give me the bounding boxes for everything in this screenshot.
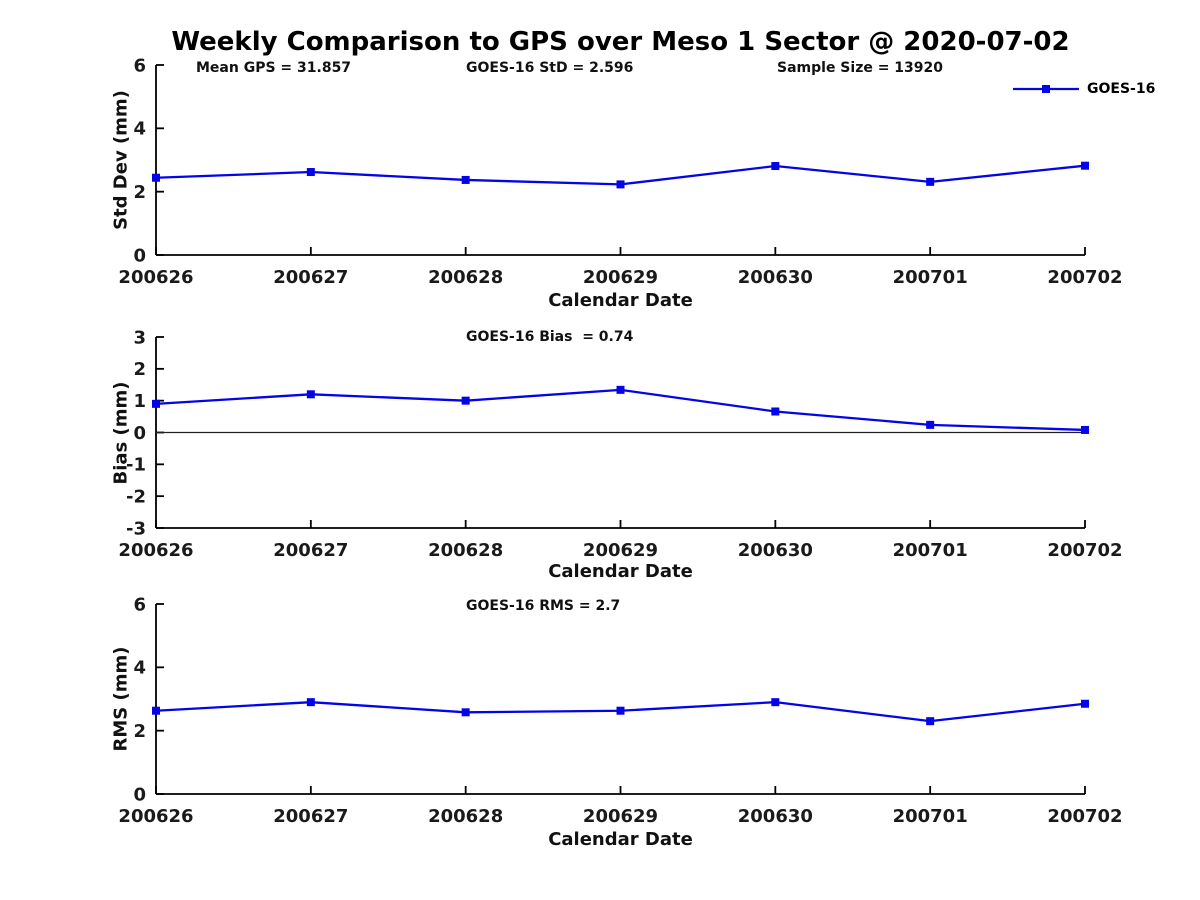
data-point-marker	[616, 180, 625, 189]
data-point-marker	[152, 173, 160, 182]
y-tick-label: 6	[133, 594, 146, 615]
x-tick-label: 200629	[583, 267, 658, 288]
x-tick-label: 200626	[118, 267, 193, 288]
y-tick-label: 3	[133, 327, 146, 348]
x-tick-label: 200701	[893, 806, 968, 827]
data-point-marker	[1081, 699, 1089, 708]
x-tick-label: 200626	[118, 540, 193, 561]
y-tick-label: -1	[126, 455, 146, 476]
x-tick-label: 200628	[428, 806, 503, 827]
annotation-goes16-std: GOES-16 StD = 2.596	[466, 60, 634, 76]
y-tick-label: 2	[133, 721, 146, 742]
legend-marker	[1042, 85, 1050, 93]
figure-title: Weekly Comparison to GPS over Meso 1 Sec…	[171, 27, 1070, 57]
y-tick-label: 0	[133, 423, 146, 444]
x-tick-label: 200627	[273, 540, 348, 561]
data-point-marker	[1081, 161, 1089, 170]
legend-line-swatch	[1013, 85, 1079, 93]
xlabel-bias: Calendar Date	[548, 561, 693, 582]
data-point-marker	[461, 175, 470, 184]
data-point-marker	[306, 168, 315, 177]
x-tick-label: 200629	[583, 806, 658, 827]
xlabel-stddev: Calendar Date	[548, 290, 693, 311]
data-point-marker	[926, 177, 935, 186]
annotation-goes16-bias: GOES-16 Bias = 0.74	[466, 329, 634, 345]
x-tick-label: 200702	[1047, 267, 1122, 288]
x-tick-label: 200701	[893, 540, 968, 561]
stddev-plot: 0 2 4 6 200626 200627 200628 200629 200630 200701…	[118, 55, 1122, 288]
y-tick-label: 6	[133, 55, 146, 76]
x-tick-label: 200626	[118, 806, 193, 827]
data-point-marker	[771, 407, 780, 416]
data-point-marker	[306, 698, 315, 707]
y-tick-label: 0	[133, 245, 146, 266]
legend-label: GOES-16	[1087, 81, 1156, 97]
data-point-marker	[616, 385, 625, 394]
annotation-goes16-rms: GOES-16 RMS = 2.7	[466, 598, 621, 614]
series-line	[155, 388, 1086, 432]
y-tick-label: 4	[133, 658, 146, 679]
y-tick-label: 4	[133, 119, 146, 140]
data-point-marker	[771, 698, 780, 707]
x-tick-label: 200629	[583, 540, 658, 561]
data-point-marker	[926, 420, 935, 429]
annotation-sample-size: Sample Size = 13920	[777, 60, 944, 76]
data-point-marker	[152, 399, 160, 408]
x-tick-label: 200627	[273, 267, 348, 288]
data-point-marker	[306, 390, 315, 399]
data-point-marker	[461, 708, 470, 717]
annotation-mean-gps: Mean GPS = 31.857	[196, 60, 352, 76]
xlabel-rms: Calendar Date	[548, 829, 693, 850]
x-tick-label: 200630	[738, 267, 813, 288]
rms-plot: 0 2 4 6 200626 200627 200628 200629 200630 200701…	[118, 594, 1122, 827]
x-tick-label: 200702	[1047, 806, 1122, 827]
data-point-marker	[926, 717, 935, 726]
y-tick-label: -2	[126, 486, 146, 507]
data-point-marker	[771, 162, 780, 171]
x-tick-label: 200630	[738, 540, 813, 561]
x-tick-label: 200702	[1047, 540, 1122, 561]
x-tick-label: 200628	[428, 540, 503, 561]
x-tick-label: 200628	[428, 267, 503, 288]
y-tick-label: -3	[126, 518, 146, 539]
y-tick-label: 2	[133, 182, 146, 203]
data-point-marker	[152, 706, 160, 715]
data-point-marker	[461, 396, 470, 405]
bias-plot: -3 -2 -1 0 1 2 3 200626 200627 200628 200629 200630…	[118, 327, 1122, 561]
x-tick-label: 200627	[273, 806, 348, 827]
y-tick-label: 1	[133, 391, 146, 412]
data-point-marker	[1081, 425, 1089, 434]
legend: GOES-16	[1012, 81, 1155, 97]
data-point-marker	[616, 706, 625, 715]
x-tick-label: 200630	[738, 806, 813, 827]
x-tick-label: 200701	[893, 267, 968, 288]
y-tick-label: 0	[133, 784, 146, 805]
y-tick-label: 2	[133, 359, 146, 380]
